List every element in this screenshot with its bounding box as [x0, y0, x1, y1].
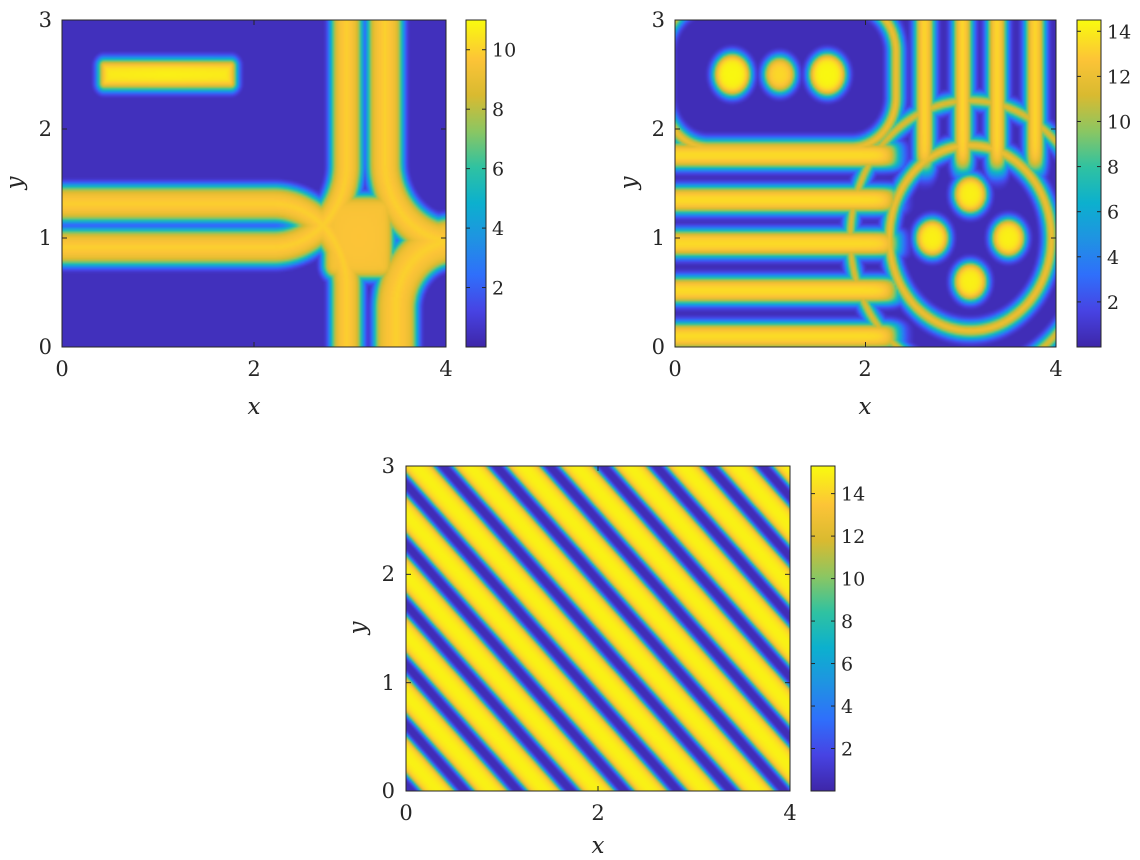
y-tick-label: 1	[382, 671, 395, 695]
y-axis-label: y	[345, 621, 371, 636]
heatmap-top-left	[62, 20, 446, 347]
x-tick-label: 0	[399, 801, 412, 825]
x-axis-label: x	[859, 394, 872, 420]
colorbar-tick-label: 2	[492, 278, 504, 300]
x-tick-label: 4	[783, 801, 796, 825]
colorbar-tick-label: 10	[1107, 111, 1131, 133]
panel-top-right: 0 2 4 0 1 2 3 x y 2 4 6 8 10 12 14	[616, 8, 1131, 420]
y-tick-label: 2	[382, 562, 395, 586]
colorbar-tick-label: 6	[841, 654, 853, 676]
heatmap-bottom	[406, 466, 790, 791]
x-axis-label: x	[592, 833, 605, 859]
y-tick-label: 3	[652, 8, 665, 32]
colorbar-tick-label: 2	[841, 739, 853, 761]
colorbar-tick-label: 10	[841, 569, 865, 591]
heatmap-top-right	[675, 20, 1056, 347]
panel-top-left: 0 2 4 0 1 2 3 x y 2 4 6 8 10	[2, 8, 516, 420]
colorbar-ticks-top-left: 2 4 6 8 10	[466, 40, 516, 300]
x-tick-label: 0	[55, 357, 68, 381]
colorbar-tick-label: 8	[841, 611, 853, 633]
colorbar-ticks-top-right: 2 4 6 8 10 12 14	[1077, 21, 1131, 314]
y-tick-label: 3	[382, 454, 395, 478]
y-tick-label: 0	[39, 335, 52, 359]
colorbar-top-right	[1076, 19, 1102, 348]
colorbar-tick-label: 8	[492, 99, 504, 121]
y-tick-label: 2	[39, 117, 52, 141]
y-tick-label: 2	[652, 117, 665, 141]
y-axis-label: y	[616, 176, 642, 191]
colorbar-tick-label: 4	[841, 696, 853, 718]
colorbar-tick-label: 10	[492, 40, 516, 62]
y-tick-label: 3	[39, 8, 52, 32]
colorbar-top-left	[465, 19, 487, 348]
x-tick-label: 2	[858, 357, 871, 381]
colorbar-tick-label: 4	[1107, 247, 1119, 269]
x-tick-label: 2	[247, 357, 260, 381]
colorbar-tick-label: 14	[1107, 21, 1131, 43]
colorbar-tick-label: 2	[1107, 292, 1119, 314]
y-axis-label: y	[2, 176, 28, 191]
colorbar-tick-label: 4	[492, 218, 504, 240]
x-tick-label: 0	[668, 357, 681, 381]
x-tick-label: 4	[1049, 357, 1062, 381]
colorbar-tick-label: 6	[1107, 202, 1119, 224]
colorbar-tick-label: 12	[841, 526, 865, 548]
y-tick-label: 0	[652, 335, 665, 359]
colorbar-tick-label: 6	[492, 159, 504, 181]
y-tick-label: 1	[652, 226, 665, 250]
colorbar-ticks-bottom: 2 4 6 8 10 12 14	[811, 484, 865, 761]
colorbar-tick-label: 14	[841, 484, 865, 506]
colorbar-bottom	[810, 465, 836, 792]
x-axis-label: x	[248, 394, 261, 420]
y-tick-label: 0	[382, 779, 395, 803]
colorbar-tick-label: 8	[1107, 157, 1119, 179]
x-tick-label: 2	[591, 801, 604, 825]
x-tick-label: 4	[439, 357, 452, 381]
colorbar-tick-label: 12	[1107, 66, 1131, 88]
y-tick-label: 1	[39, 226, 52, 250]
panel-bottom: 0 2 4 0 1 2 3 x y 2 4 6 8 10 12 14	[345, 454, 865, 859]
